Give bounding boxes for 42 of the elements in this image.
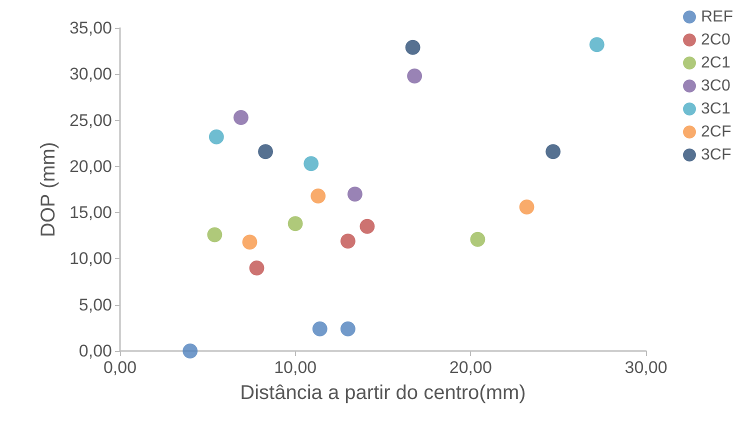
y-tick-label: 10,00 [69,249,112,268]
point [360,218,375,234]
point [347,186,362,202]
point [312,321,328,336]
point [340,321,356,336]
legend-label: 2CF [701,124,732,140]
point [405,40,420,55]
x-tick-label: 10,00 [274,358,317,377]
point [288,216,303,232]
y-tick-label: 0,00 [78,342,112,360]
legend-label: REF [701,8,734,26]
y-tick-label: 15,00 [69,203,112,222]
x-tick-label: 30,00 [624,358,668,377]
point [208,129,224,144]
y-tick-label: 5,00 [78,295,112,314]
point [340,234,356,249]
point [242,234,258,250]
y-tick-label: 35,00 [69,18,112,38]
y-tick-label: 25,00 [69,110,112,130]
point [233,110,248,126]
y-tick-label: 30,00 [69,64,112,84]
x-tick-label: 0,00 [103,358,137,377]
point [207,227,222,242]
point [407,68,422,84]
x-axis-title: Distância a partir do centro(mm) [240,382,526,404]
legend-label: 2C1 [701,54,730,72]
legend-label: 2C0 [701,32,730,48]
point [546,144,561,160]
point [310,188,326,204]
point [519,200,534,215]
legend-label: 3C1 [701,100,730,118]
legend-label: 3CF [701,146,732,164]
point [304,156,319,172]
y-tick-label: 20,00 [69,156,112,176]
legend-label: 3C0 [701,78,730,94]
point [470,232,486,247]
point [249,260,264,276]
point [589,37,604,52]
point [182,344,198,358]
point [258,144,274,160]
y-axis-title: DOP (mm) [38,142,60,238]
x-tick-label: 20,00 [449,358,492,377]
